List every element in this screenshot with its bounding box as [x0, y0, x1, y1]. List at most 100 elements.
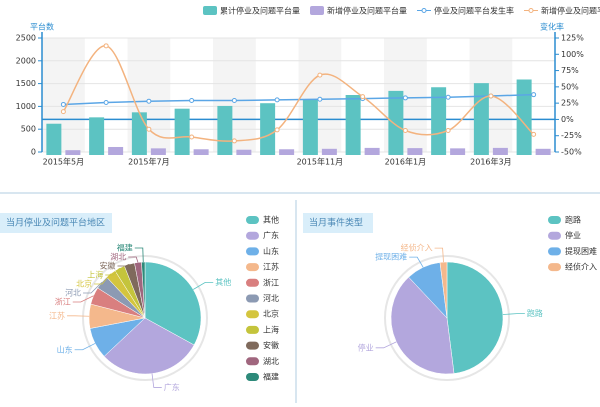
- bar: [493, 148, 508, 155]
- legend-swatch: [246, 342, 259, 350]
- legend-label: 福建: [263, 372, 279, 382]
- y-tick-label: 2500: [16, 34, 36, 43]
- bar: [175, 109, 190, 155]
- legend-swatch: [246, 216, 259, 224]
- legend-swatch: [548, 247, 561, 255]
- leader-line: [135, 248, 143, 262]
- slice-label: 河北: [65, 288, 81, 298]
- leader-line: [152, 374, 162, 388]
- y2-tick-label: -50%: [561, 148, 582, 157]
- slice-label: 江苏: [49, 310, 65, 320]
- y-tick-label: 1000: [16, 102, 36, 111]
- point: [190, 135, 194, 139]
- point: [318, 73, 322, 77]
- bar: [346, 95, 361, 155]
- point: [275, 98, 279, 102]
- x-tick-label: 2015年5月: [43, 157, 84, 167]
- legend-label: 上海: [263, 324, 279, 334]
- bar: [388, 91, 403, 155]
- point: [104, 44, 108, 48]
- y2-tick-label: 25%: [561, 99, 579, 108]
- slice-label: 北京: [76, 279, 92, 289]
- slice-label: 山东: [57, 344, 73, 354]
- chart-title: 当月停业及问题平台地区: [6, 217, 105, 229]
- bar: [407, 148, 422, 155]
- point: [446, 129, 450, 133]
- bar: [89, 117, 104, 155]
- y2-tick-label: -25%: [561, 131, 582, 140]
- legend-swatch: [246, 263, 259, 271]
- legend-label: 经侦介入: [565, 262, 597, 272]
- legend-label: 广东: [263, 230, 279, 240]
- legend-swatch: [246, 326, 259, 334]
- bar: [236, 150, 251, 155]
- bar: [322, 149, 337, 155]
- bar: [365, 148, 380, 155]
- legend-label: 新增停业及问题平台增长率: [541, 6, 600, 16]
- legend-label: 新增停业及问题平台量: [327, 6, 407, 16]
- point: [232, 99, 236, 103]
- legend-swatch: [246, 310, 259, 318]
- leader-line: [435, 248, 444, 262]
- bar: [217, 106, 232, 155]
- slice-label: 福建: [117, 243, 133, 253]
- legend-swatch: [529, 9, 533, 13]
- point: [532, 93, 536, 97]
- legend-label: 北京: [263, 309, 279, 319]
- y-tick-label: 0: [31, 148, 36, 157]
- bar: [65, 150, 80, 155]
- legend-label: 累计停业及问题平台量: [220, 6, 300, 16]
- point: [190, 99, 194, 103]
- legend-label: 停业及问题平台发生率: [434, 6, 514, 16]
- legend-swatch: [548, 216, 561, 224]
- y2-tick-label: 125%: [561, 34, 584, 43]
- bar: [474, 83, 489, 155]
- point: [232, 139, 236, 143]
- point: [532, 132, 536, 136]
- legend-label: 河北: [263, 293, 279, 303]
- x-tick-label: 2015年11月: [297, 157, 344, 167]
- bar: [303, 100, 318, 155]
- legend-swatch: [203, 6, 217, 15]
- legend-label: 江苏: [263, 262, 279, 272]
- legend-swatch: [310, 6, 324, 15]
- legend-label: 湖北: [263, 357, 279, 366]
- bar: [46, 124, 61, 155]
- point: [361, 95, 365, 99]
- y-axis-label: 平台数: [30, 22, 54, 32]
- point: [403, 96, 407, 100]
- y2-tick-label: 0%: [561, 115, 574, 124]
- slice-label: 上海: [87, 270, 103, 280]
- bar: [132, 112, 147, 155]
- bar: [194, 149, 209, 155]
- point: [446, 95, 450, 99]
- slice-label: 湖北: [110, 253, 126, 262]
- legend-swatch: [246, 373, 259, 381]
- point: [489, 94, 493, 98]
- y2-tick-label: 75%: [561, 66, 579, 75]
- y-tick-label: 500: [21, 125, 36, 134]
- slice-label: 浙江: [55, 297, 71, 307]
- legend-swatch: [548, 263, 561, 271]
- y2-axis-label: 变化率: [540, 22, 564, 32]
- legend-swatch: [246, 279, 259, 287]
- x-tick-label: 2015年7月: [128, 157, 169, 167]
- legend-label: 跑路: [565, 215, 581, 225]
- point: [275, 128, 279, 132]
- point: [318, 97, 322, 101]
- chart-title: 当月事件类型: [309, 217, 363, 229]
- point: [147, 99, 151, 103]
- point: [104, 100, 108, 104]
- y2-tick-label: 100%: [561, 50, 584, 59]
- y-tick-label: 1500: [16, 79, 36, 88]
- legend-label: 其他: [263, 215, 279, 225]
- legend-swatch: [246, 295, 259, 303]
- slice-label: 安徽: [99, 261, 115, 271]
- bar: [260, 103, 275, 155]
- legend-label: 山东: [263, 246, 279, 256]
- bar: [450, 148, 465, 155]
- y2-tick-label: 50%: [561, 82, 579, 91]
- x-tick-label: 2016年1月: [385, 157, 426, 167]
- slice-label: 停业: [358, 342, 374, 352]
